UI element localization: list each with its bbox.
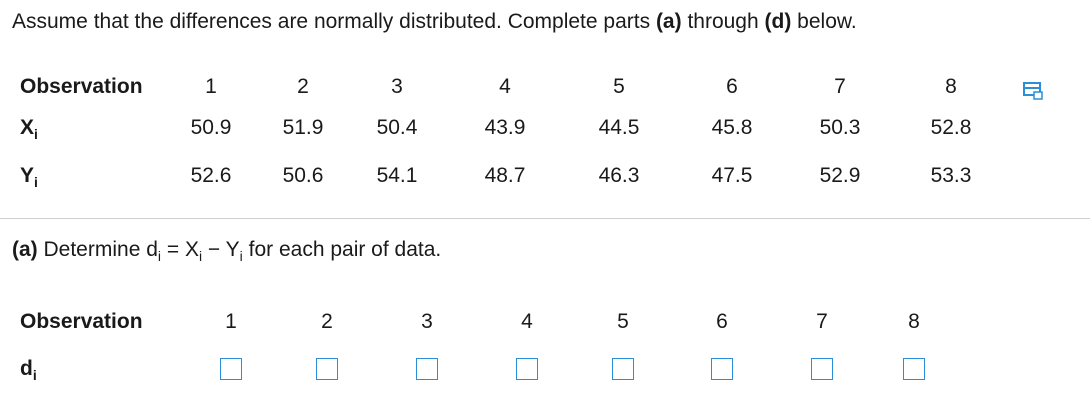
answer-input[interactable] bbox=[711, 358, 733, 380]
part-text: Determine d bbox=[37, 238, 158, 261]
part-text: for each pair of data. bbox=[242, 238, 442, 261]
cell: 52.9 bbox=[819, 164, 861, 187]
subscript: i bbox=[32, 367, 37, 383]
answer-input[interactable] bbox=[220, 358, 242, 380]
header-text: Observation bbox=[20, 75, 143, 98]
column-header: 2 bbox=[297, 75, 309, 98]
header-text: Observation bbox=[20, 310, 143, 333]
column-header: 8 bbox=[908, 310, 920, 333]
row-label-text: X bbox=[20, 116, 35, 139]
subscript: i bbox=[157, 248, 162, 264]
column-header: 4 bbox=[499, 75, 511, 98]
subscript: i bbox=[239, 248, 243, 264]
table-icon[interactable] bbox=[1022, 80, 1044, 102]
cell: 44.5 bbox=[598, 116, 640, 139]
cell: 50.6 bbox=[282, 164, 324, 187]
part-text: − Y bbox=[202, 238, 240, 261]
column-header: 3 bbox=[421, 310, 433, 333]
column-header: 6 bbox=[716, 310, 728, 333]
part-label: (a) bbox=[12, 238, 38, 261]
intro-part: (a) bbox=[655, 10, 682, 33]
cell: 45.8 bbox=[711, 116, 753, 139]
column-header: 4 bbox=[521, 310, 533, 333]
cell: 47.5 bbox=[711, 164, 753, 187]
cell: 46.3 bbox=[598, 164, 640, 187]
divider bbox=[0, 218, 1090, 219]
intro-text: Assume that the differences are normally… bbox=[12, 10, 656, 33]
cell: 50.4 bbox=[376, 116, 418, 139]
part-a: (a) Determine di = Xi − Yi for each pair… bbox=[12, 238, 442, 264]
row-label-text: Y bbox=[20, 164, 35, 187]
column-header: 1 bbox=[225, 310, 237, 333]
subscript: i bbox=[34, 174, 38, 190]
column-header: 5 bbox=[613, 75, 625, 98]
column-header: 8 bbox=[945, 75, 957, 98]
part-text: = X bbox=[161, 238, 199, 261]
cell: 54.1 bbox=[376, 164, 418, 187]
column-header: 3 bbox=[391, 75, 403, 98]
cell: 53.3 bbox=[930, 164, 972, 187]
cell: 52.8 bbox=[930, 116, 972, 139]
intro-part: (d) bbox=[764, 10, 792, 33]
intro-text: through bbox=[681, 10, 765, 33]
cell: 51.9 bbox=[282, 116, 324, 139]
cell: 50.9 bbox=[190, 116, 232, 139]
cell: 43.9 bbox=[484, 116, 526, 139]
subscript: i bbox=[34, 126, 38, 142]
column-header: 2 bbox=[321, 310, 333, 333]
cell: 50.3 bbox=[819, 116, 861, 139]
cell: 52.6 bbox=[190, 164, 232, 187]
intro: Assume that the differences are normally… bbox=[12, 10, 857, 34]
row-label: di bbox=[20, 357, 37, 383]
column-header: 7 bbox=[834, 75, 846, 98]
row-label-text: d bbox=[20, 357, 33, 380]
column-header: 5 bbox=[617, 310, 629, 333]
column-header: 1 bbox=[205, 75, 217, 98]
answer-input[interactable] bbox=[811, 358, 833, 380]
answer-input[interactable] bbox=[416, 358, 438, 380]
row-label: Xi bbox=[20, 116, 38, 142]
column-header: 7 bbox=[816, 310, 828, 333]
intro-text: below. bbox=[791, 10, 857, 33]
row-label: Yi bbox=[20, 164, 38, 190]
answer-input[interactable] bbox=[903, 358, 925, 380]
cell: 48.7 bbox=[484, 164, 526, 187]
column-header: 6 bbox=[726, 75, 738, 98]
header-label: Observation bbox=[20, 310, 143, 334]
answer-input[interactable] bbox=[316, 358, 338, 380]
header-label: Observation bbox=[20, 75, 143, 99]
answer-input[interactable] bbox=[516, 358, 538, 380]
subscript: i bbox=[198, 248, 203, 264]
answer-input[interactable] bbox=[612, 358, 634, 380]
